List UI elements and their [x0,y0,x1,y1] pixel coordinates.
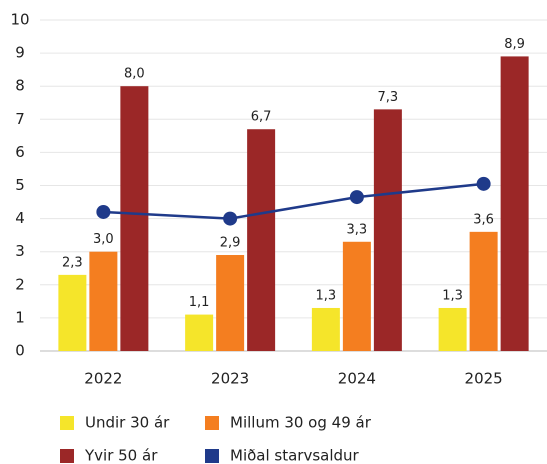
bar [89,251,118,351]
legend-label: Undir 30 ár [85,414,170,432]
y-tick-label: 0 [15,342,25,360]
legend-swatch [205,416,219,430]
bar [373,109,402,352]
bar [120,86,149,351]
line-point [223,211,238,226]
bar [185,314,214,351]
x-tick-label: 2023 [211,370,249,388]
x-tick-label: 2025 [465,370,503,388]
value-label: 2,9 [220,236,241,251]
line-point [349,190,364,205]
line-point [96,204,111,219]
bar [247,129,276,351]
line [103,182,484,220]
legend-swatch [60,449,74,463]
value-label: 3,6 [473,212,494,227]
bar [500,56,529,351]
y-tick-label: 10 [10,11,29,29]
value-label: 6,7 [251,110,272,125]
y-tick-label: 3 [15,242,25,260]
x-tick-label: 2024 [338,370,376,388]
bar [469,231,498,351]
legend-label: Miðal starvsaldur [230,447,360,464]
legend-label: Yvir 50 ár [84,447,158,464]
bar [58,274,87,351]
value-label: 8,0 [124,67,145,82]
value-label: 1,3 [316,288,337,303]
legend-swatch [205,449,219,463]
value-label: 3,0 [93,232,114,247]
y-tick-label: 8 [15,77,25,95]
value-label: 3,3 [347,222,368,237]
legend-label: Millum 30 og 49 ár [230,414,372,432]
value-label: 7,3 [378,90,399,105]
value-label: 2,3 [62,255,83,270]
bar [311,307,340,351]
bar [438,307,467,351]
y-tick-label: 7 [15,110,25,128]
y-tick-label: 6 [15,143,25,161]
y-tick-label: 5 [15,176,25,194]
bar [216,255,245,351]
x-tick-label: 2022 [84,370,122,388]
value-label: 1,1 [189,295,210,310]
value-label: 8,9 [504,37,525,52]
y-tick-label: 4 [15,209,25,227]
line-point [476,176,491,191]
bar [342,241,371,351]
value-label: 1,3 [442,288,463,303]
y-tick-label: 9 [15,44,25,62]
y-tick-label: 2 [15,275,25,293]
y-tick-label: 1 [15,308,25,326]
legend-swatch [60,416,74,430]
